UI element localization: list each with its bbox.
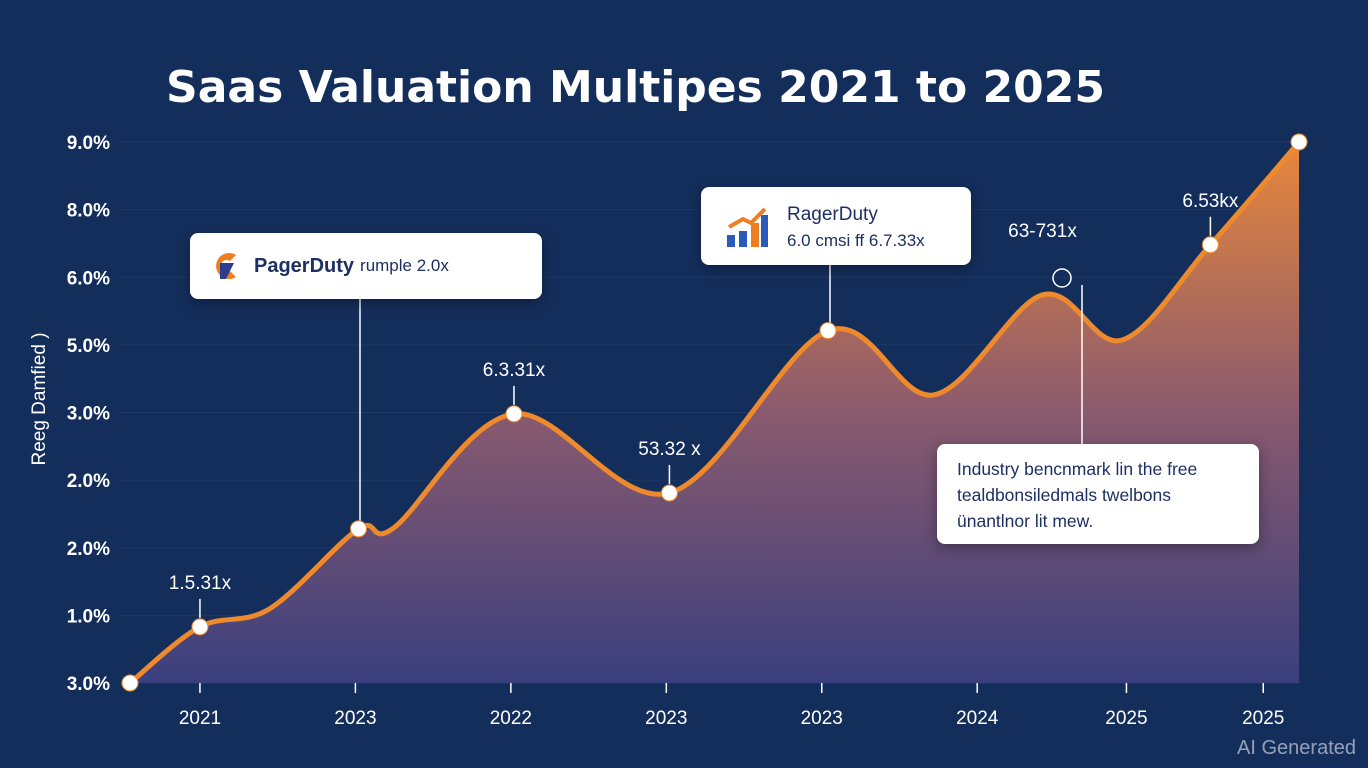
chart-title: Saas Valuation Multipes 2021 to 2025 (166, 62, 1105, 113)
y-tick-label: 9.0% (67, 133, 110, 154)
x-tick-label: 2024 (956, 708, 999, 729)
y-tick-label: 2.0% (67, 471, 110, 492)
x-tick-label: 2021 (179, 708, 221, 729)
callout-brand: RagerDuty (787, 204, 878, 225)
y-tick-label: 1.0% (67, 606, 110, 627)
callout-line: tealdbonsiledmals twelbons (957, 485, 1172, 505)
growth-chart-icon (727, 207, 768, 247)
x-tick-label: 2025 (1242, 708, 1284, 729)
callout-benchmark: Industry bencnmark lin the free tealdbon… (937, 444, 1259, 544)
callout-pagerduty: PagerDuty rumple 2.0x (190, 233, 542, 299)
callout-line: Industry bencnmark lin the free (957, 459, 1198, 479)
data-label: 6.53kx (1182, 191, 1238, 212)
data-point (505, 405, 523, 423)
data-label: 1.5.31x (169, 573, 232, 594)
x-tick-label: 2022 (490, 708, 532, 729)
data-label: 63-731x (1008, 221, 1077, 242)
callout-text: 6.0 cmsi ff 6.7.33x (787, 231, 925, 250)
watermark: AI Generated (1237, 737, 1356, 759)
callout-ragerduty: RagerDuty 6.0 cmsi ff 6.7.33x (701, 187, 971, 265)
data-point (1290, 133, 1308, 151)
data-label: 53.32 x (638, 439, 701, 460)
data-label: 6.3.31x (483, 360, 546, 381)
y-tick-label: 3.0% (67, 674, 110, 695)
data-point (819, 322, 837, 340)
x-tick-label: 2023 (645, 708, 687, 729)
area-fill (130, 142, 1299, 683)
y-tick-label: 6.0% (67, 268, 110, 289)
y-tick-label: 8.0% (67, 201, 110, 222)
data-point (350, 520, 368, 538)
pagerduty-logo-icon (216, 253, 236, 279)
callout-brand: PagerDuty (254, 254, 355, 277)
x-tick-label: 2023 (801, 708, 843, 729)
face-doodle-icon (1052, 268, 1072, 288)
x-tick-label: 2025 (1105, 708, 1147, 729)
series-line (128, 140, 1301, 685)
callout-line: ünantlnor lit mew. (957, 511, 1094, 531)
y-tick-label: 2.0% (67, 539, 110, 560)
data-point (660, 484, 678, 502)
data-point (121, 674, 139, 692)
x-tick-label: 2023 (334, 708, 376, 729)
data-point (191, 618, 209, 636)
y-tick-label: 3.0% (67, 404, 110, 425)
data-point (1201, 236, 1219, 254)
callout-text: rumple 2.0x (360, 256, 449, 275)
y-tick-label: 5.0% (67, 336, 110, 357)
